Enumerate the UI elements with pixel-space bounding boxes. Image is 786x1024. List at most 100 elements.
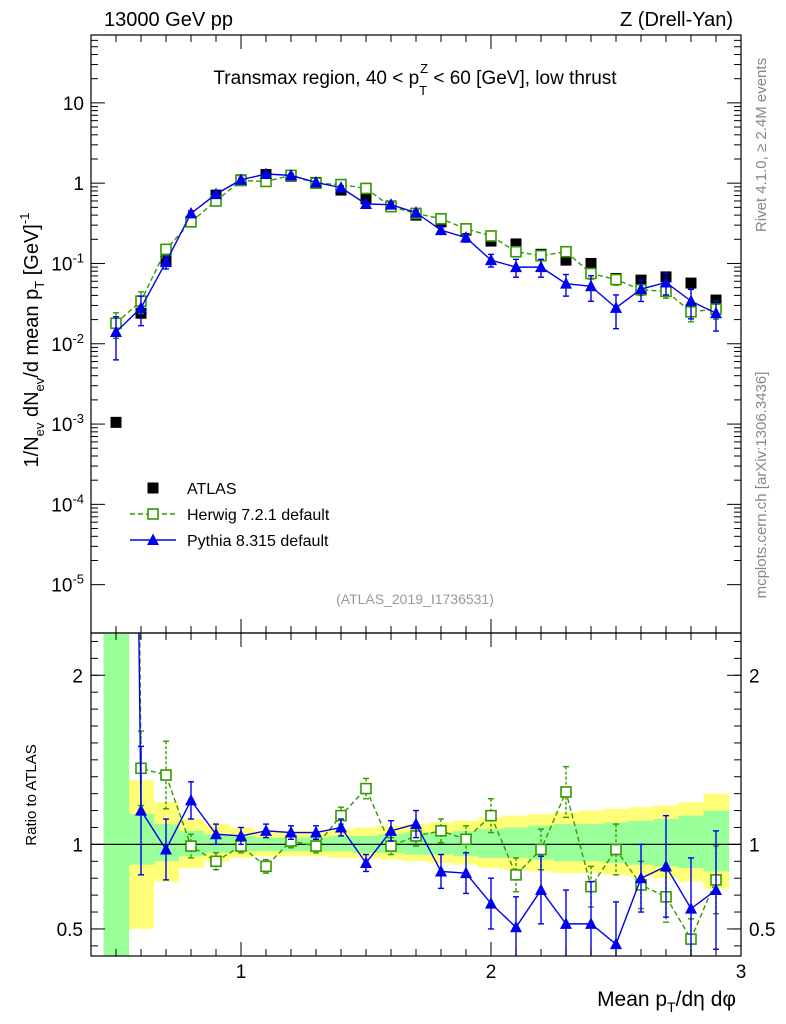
data-point-2	[610, 301, 622, 313]
data-point-2	[135, 301, 147, 313]
data-point-2	[510, 260, 522, 273]
data-point-2	[435, 223, 447, 236]
data-point-2	[685, 294, 697, 307]
data-point-1	[435, 212, 447, 225]
ratio-point-1	[685, 902, 697, 914]
x-tick-label: 3	[736, 962, 747, 983]
main-series-group	[110, 167, 722, 428]
data-point-2	[710, 306, 722, 319]
ratio-point-1	[210, 827, 222, 840]
ratio-y-axis-label: Ratio to ATLAS	[23, 744, 40, 845]
ratio-y-tick-label: 1	[72, 835, 83, 856]
y-tick-label: 10-2	[51, 331, 84, 356]
data-point-2	[385, 198, 397, 210]
ratio-point-0	[510, 869, 522, 881]
y-tick-label: 10-1	[51, 250, 84, 275]
data-point-2	[360, 197, 372, 210]
ratio-series-group	[91, 633, 741, 956]
ratio-point-1	[285, 826, 297, 838]
ratio-point-0	[385, 840, 397, 852]
main-y-axis-label: 1/Nev dNev/d mean pT [GeV]-1	[17, 213, 47, 468]
y-tick-label: 10	[63, 94, 84, 115]
ratio-point-0	[485, 809, 497, 822]
ratio-point-1	[235, 829, 247, 841]
legend: ATLAS Herwig 7.2.1 default Pythia 8.315 de…	[130, 481, 330, 550]
x-tick-label: 2	[486, 962, 497, 983]
ratio-point-1	[710, 883, 722, 896]
ratio-point-1	[535, 883, 547, 896]
legend-marker-2	[147, 533, 159, 545]
data-point-0	[710, 294, 722, 306]
energy-label: 13000 GeV pp	[104, 9, 233, 31]
ratio-point-1	[585, 917, 597, 929]
ratio-point-1	[660, 859, 672, 872]
x-axis-label: Mean pT/dη dφ	[597, 988, 736, 1015]
ratio-line-0	[139, 633, 717, 941]
x-tick-label: 1	[236, 962, 247, 983]
ratio-point-1	[335, 820, 347, 833]
data-point-1	[485, 230, 497, 242]
y-tick-label: 1	[73, 174, 84, 195]
ratio-point-0	[610, 843, 622, 856]
green-band	[553, 824, 580, 862]
green-band	[478, 829, 505, 858]
ratio-point-0	[310, 840, 322, 852]
data-point-2	[310, 175, 322, 188]
ratio-y-tick-label-right: 1	[749, 835, 760, 856]
ratio-y-tick-label: 0.5	[57, 920, 83, 941]
ratio-point-1	[460, 866, 472, 879]
legend-marker-0	[147, 482, 159, 494]
ratio-point-1	[435, 864, 447, 877]
ratio-line-1	[138, 633, 717, 946]
data-point-2	[235, 173, 247, 185]
data-point-2	[285, 168, 297, 181]
ratio-panel-series	[91, 633, 741, 956]
ratio-point-1	[360, 856, 372, 868]
green-band	[103, 633, 130, 956]
main-panel-title: Transmax region, 40 < pTZ < 60 [GeV], lo…	[213, 61, 617, 98]
green-band	[428, 832, 455, 855]
data-point-1	[360, 182, 372, 195]
data-point-2	[535, 260, 547, 273]
ratio-point-1	[560, 917, 572, 929]
data-point-2	[335, 181, 347, 193]
process-label: Z (Drell-Yan)	[620, 9, 733, 31]
data-point-2	[485, 253, 497, 266]
legend-label-2: Pythia 8.315 default	[187, 533, 329, 550]
ratio-point-1	[310, 826, 322, 838]
ratio-point-1	[410, 817, 422, 830]
ratio-point-0	[360, 782, 372, 795]
y-tick-label: 10-5	[51, 572, 84, 597]
data-point-2	[185, 206, 197, 219]
ratio-point-1	[185, 793, 197, 806]
data-point-0	[560, 254, 572, 266]
ratio-panel-bands	[103, 633, 730, 956]
ratio-point-0	[260, 860, 272, 873]
ratio-y-tick-label: 2	[72, 666, 83, 687]
ratio-point-0	[535, 843, 547, 856]
rivet-version-label: Rivet 4.1.0, ≥ 2.4M events	[753, 58, 770, 232]
data-point-1	[160, 243, 172, 256]
ratio-y-tick-label-right: 2	[749, 666, 760, 687]
ratio-point-1	[385, 824, 397, 836]
legend-label-1: Herwig 7.2.1 default	[187, 507, 330, 524]
data-point-2	[210, 187, 222, 200]
green-band	[503, 827, 530, 858]
source-label: mcplots.cern.ch [arXiv:1306.3436]	[753, 372, 770, 599]
ratio-y-tick-label-right: 0.5	[749, 920, 775, 941]
ratio-point-0	[560, 786, 572, 798]
data-point-2	[660, 275, 672, 288]
data-point-0	[685, 277, 697, 289]
legend-label-0: ATLAS	[187, 481, 237, 498]
data-point-2	[635, 282, 647, 295]
ratio-point-0	[185, 840, 197, 852]
ratio-point-0	[210, 855, 222, 868]
data-point-0	[510, 238, 522, 250]
data-point-2	[110, 325, 122, 338]
data-point-1	[510, 245, 522, 258]
data-point-1	[610, 273, 622, 286]
data-point-2	[260, 167, 272, 180]
y-tick-label: 10-3	[51, 411, 84, 436]
data-point-2	[160, 255, 172, 268]
ratio-point-1	[610, 937, 622, 950]
